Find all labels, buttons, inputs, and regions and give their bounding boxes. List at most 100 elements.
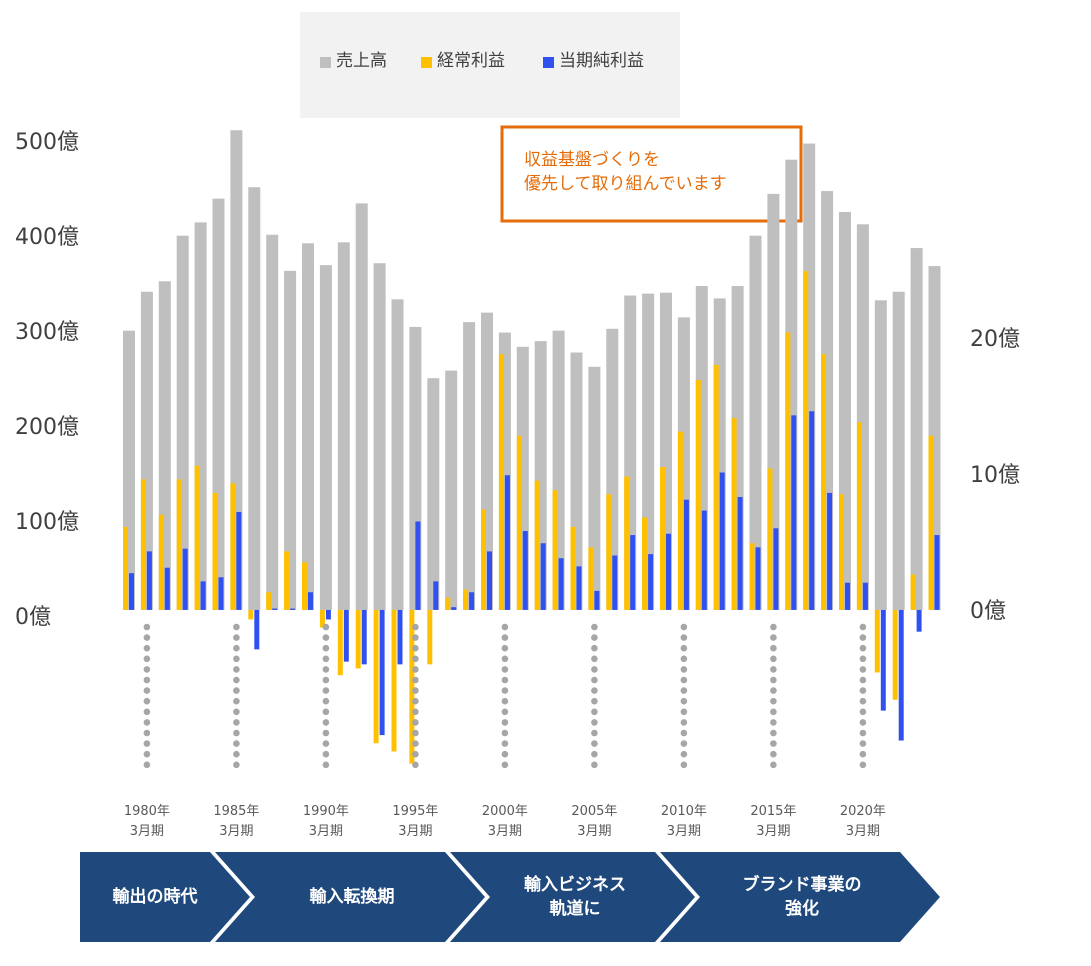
dot-leader bbox=[770, 729, 777, 737]
dot-leader bbox=[322, 740, 330, 747]
bar bbox=[934, 535, 940, 610]
dot-leader bbox=[143, 634, 151, 641]
legend-swatch bbox=[543, 57, 554, 68]
bar bbox=[194, 465, 200, 610]
bar bbox=[874, 609, 880, 673]
bar bbox=[463, 589, 469, 610]
bar bbox=[588, 547, 594, 610]
dot-leader bbox=[412, 666, 419, 673]
dot-leader bbox=[501, 687, 509, 694]
bar bbox=[212, 492, 218, 610]
bar bbox=[123, 526, 128, 610]
dot-leader bbox=[770, 676, 777, 684]
bar bbox=[254, 609, 260, 650]
dot-leader bbox=[233, 761, 240, 769]
dot-leader bbox=[412, 687, 419, 694]
bar bbox=[862, 582, 868, 610]
bar bbox=[200, 581, 206, 610]
dot-leader bbox=[143, 623, 151, 631]
bar bbox=[397, 609, 403, 665]
bar bbox=[928, 435, 934, 610]
dot-leader bbox=[859, 719, 867, 726]
dot-leader bbox=[412, 655, 419, 663]
bar bbox=[666, 533, 671, 610]
dot-leader bbox=[501, 697, 509, 705]
dot-leader bbox=[233, 708, 240, 716]
bar bbox=[248, 187, 261, 610]
dot-leader bbox=[591, 655, 598, 663]
bar bbox=[230, 483, 236, 610]
bar bbox=[427, 609, 433, 665]
phase-label: 輸入ビジネス軌道に bbox=[524, 874, 626, 919]
legend-box bbox=[300, 12, 680, 118]
dot-leader bbox=[680, 644, 688, 652]
bar bbox=[612, 555, 618, 610]
dot-leader bbox=[859, 740, 867, 747]
bar bbox=[874, 300, 887, 610]
bar bbox=[576, 566, 582, 610]
y-tick-label: 500億 bbox=[15, 130, 79, 155]
bar bbox=[373, 609, 379, 744]
dot-leader bbox=[501, 729, 509, 737]
dot-leader bbox=[412, 740, 419, 747]
bar bbox=[319, 265, 332, 610]
phase-arrow bbox=[80, 852, 250, 942]
bar bbox=[463, 322, 476, 610]
dot-leader bbox=[591, 719, 598, 726]
bar bbox=[427, 378, 440, 610]
phase-arrow bbox=[660, 852, 940, 942]
dot-leader bbox=[859, 634, 867, 641]
dot-leader bbox=[143, 729, 151, 737]
dot-leader bbox=[322, 666, 330, 673]
bar bbox=[266, 592, 272, 610]
dot-leader bbox=[412, 750, 419, 758]
dot-leader bbox=[680, 634, 688, 641]
dot-leader bbox=[501, 719, 509, 726]
legend-label: 売上高 bbox=[336, 51, 387, 71]
bar bbox=[910, 574, 916, 610]
dot-leader bbox=[233, 750, 240, 758]
bar bbox=[379, 609, 385, 736]
dot-leader bbox=[680, 761, 688, 769]
dot-leader bbox=[233, 655, 240, 663]
bar bbox=[516, 435, 522, 610]
bar bbox=[284, 551, 290, 610]
bar bbox=[731, 418, 737, 610]
bar bbox=[540, 543, 546, 610]
y-tick-label: 100億 bbox=[15, 510, 79, 535]
dot-leader bbox=[501, 676, 509, 684]
dot-leader bbox=[591, 687, 598, 694]
dot-leader bbox=[859, 761, 867, 769]
bar bbox=[642, 517, 648, 610]
dot-leader bbox=[501, 655, 509, 663]
dot-leader bbox=[501, 644, 509, 652]
bar bbox=[821, 354, 827, 610]
bar bbox=[767, 468, 773, 610]
bar bbox=[845, 582, 850, 610]
dot-leader bbox=[501, 708, 509, 716]
y-tick-label: 400億 bbox=[15, 225, 79, 250]
legend-swatch bbox=[320, 57, 331, 68]
dot-leader bbox=[591, 697, 598, 705]
bar bbox=[355, 203, 368, 610]
dot-leader bbox=[591, 708, 598, 716]
bar bbox=[892, 291, 905, 610]
bar bbox=[290, 608, 296, 610]
dot-leader bbox=[143, 666, 151, 673]
bar bbox=[415, 521, 421, 610]
bar bbox=[630, 535, 636, 610]
bar bbox=[660, 467, 665, 610]
bar bbox=[606, 494, 612, 610]
dot-leader bbox=[143, 708, 151, 716]
bar bbox=[302, 243, 314, 610]
x-tick-label: 1995年 3月期 bbox=[392, 804, 438, 839]
y-tick-label: 0億 bbox=[15, 605, 51, 630]
dot-leader bbox=[322, 697, 330, 705]
bar bbox=[910, 248, 923, 610]
bar bbox=[266, 234, 279, 610]
x-tick-label: 2020年 3月期 bbox=[840, 804, 886, 839]
phase-arrow bbox=[450, 852, 695, 942]
dot-leader bbox=[143, 644, 151, 652]
dot-leader bbox=[233, 697, 240, 705]
